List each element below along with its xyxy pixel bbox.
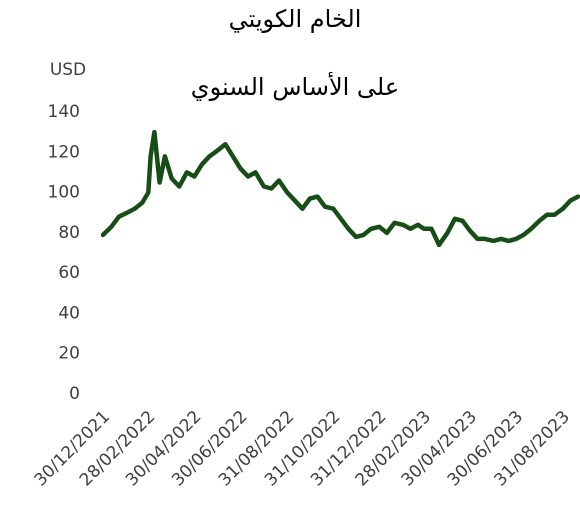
y-tick-label: 40 [58, 303, 80, 323]
line-series [100, 129, 580, 248]
chart-subtitle: على الأساس السنوي [191, 72, 399, 101]
y-tick-label: 120 [48, 142, 80, 162]
y-tick-label: 20 [58, 344, 80, 364]
y-tick-label: 100 [48, 183, 80, 203]
y-axis-label: USD [50, 60, 86, 80]
chart-title: الخام الكويتي [229, 5, 362, 33]
y-tick-label: 0 [69, 384, 80, 404]
y-tick-label: 140 [48, 102, 80, 122]
y-tick-label: 60 [58, 263, 80, 283]
y-tick-label: 80 [58, 223, 80, 243]
